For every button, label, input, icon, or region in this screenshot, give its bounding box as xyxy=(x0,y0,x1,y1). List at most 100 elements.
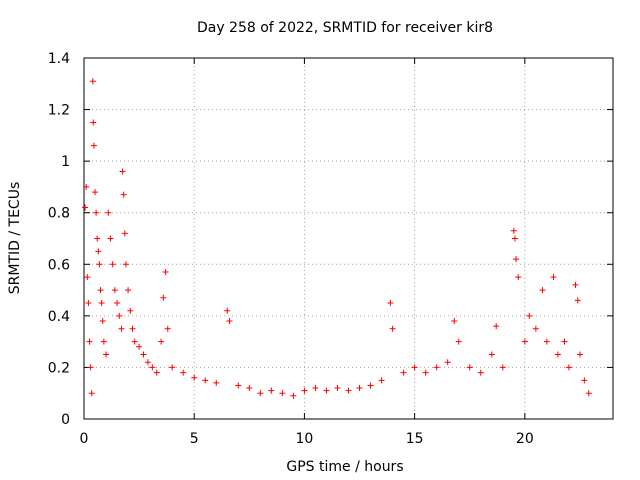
data-point xyxy=(162,269,169,276)
data-point xyxy=(153,369,160,376)
data-point xyxy=(109,261,116,268)
data-point xyxy=(121,230,128,237)
data-point xyxy=(114,299,121,306)
data-point xyxy=(136,343,143,350)
data-point xyxy=(511,235,518,242)
data-point xyxy=(84,274,91,281)
data-point xyxy=(268,387,275,394)
y-tick-label: 0.6 xyxy=(48,257,70,273)
data-point xyxy=(378,377,385,384)
data-point xyxy=(191,374,198,381)
data-point xyxy=(532,325,539,332)
data-point xyxy=(93,209,100,216)
data-point xyxy=(100,338,107,345)
data-point xyxy=(131,338,138,345)
data-point xyxy=(515,274,522,281)
data-point xyxy=(581,377,588,384)
data-point xyxy=(323,387,330,394)
data-point xyxy=(94,235,101,242)
data-point xyxy=(103,351,110,358)
y-tick-label: 0.4 xyxy=(48,309,70,325)
grid xyxy=(84,58,613,419)
data-point xyxy=(158,338,165,345)
data-point xyxy=(160,294,167,301)
data-point xyxy=(387,299,394,306)
data-point xyxy=(87,364,94,371)
data-point xyxy=(97,287,104,294)
data-point xyxy=(576,351,583,358)
y-tick-label: 1 xyxy=(61,154,70,170)
data-point xyxy=(572,281,579,288)
data-point xyxy=(88,390,95,397)
data-point xyxy=(521,338,528,345)
data-point xyxy=(164,325,171,332)
data-point xyxy=(92,189,99,196)
data-point xyxy=(99,318,106,325)
data-point xyxy=(433,364,440,371)
x-tick-label: 15 xyxy=(406,431,424,447)
x-tick-label: 0 xyxy=(80,431,89,447)
data-point xyxy=(95,248,102,255)
data-point xyxy=(83,183,90,190)
data-point xyxy=(111,287,118,294)
x-tick-label: 20 xyxy=(516,431,534,447)
y-tick-label: 0.2 xyxy=(48,360,70,376)
data-point xyxy=(149,364,156,371)
data-point xyxy=(98,299,105,306)
data-point xyxy=(279,390,286,397)
data-point xyxy=(86,338,93,345)
ticks: 0 0.2 0.4 0.6 0.8 1 1.2 1.4 0 5 10 15 20 xyxy=(48,51,613,447)
data-point xyxy=(140,351,147,358)
data-point xyxy=(213,379,220,386)
data-point xyxy=(356,385,363,392)
data-point xyxy=(202,377,209,384)
data-point xyxy=(561,338,568,345)
data-point xyxy=(312,385,319,392)
data-point xyxy=(169,364,176,371)
data-point xyxy=(122,261,129,268)
data-point xyxy=(488,351,495,358)
data-point xyxy=(125,287,132,294)
series-srmtid xyxy=(82,78,592,399)
data-point xyxy=(411,364,418,371)
plot-frame xyxy=(83,57,614,420)
data-point xyxy=(466,364,473,371)
data-point xyxy=(400,369,407,376)
y-tick-label: 1.2 xyxy=(48,103,70,119)
data-point xyxy=(116,312,123,319)
data-point xyxy=(477,369,484,376)
data-point xyxy=(290,392,297,399)
data-point xyxy=(301,387,308,394)
data-point xyxy=(422,369,429,376)
data-point xyxy=(389,325,396,332)
data-point xyxy=(180,369,187,376)
data-point xyxy=(455,338,462,345)
x-tick-label: 5 xyxy=(190,431,199,447)
data-point xyxy=(345,387,352,394)
y-tick-label: 1.4 xyxy=(48,51,70,67)
data-point xyxy=(543,338,550,345)
data-point xyxy=(85,299,92,306)
data-point xyxy=(144,359,151,366)
data-point xyxy=(89,78,96,85)
data-point xyxy=(574,297,581,304)
data-point xyxy=(565,364,572,371)
data-point xyxy=(226,318,233,325)
data-point xyxy=(107,235,114,242)
data-point xyxy=(539,287,546,294)
data-point xyxy=(118,325,125,332)
data-point xyxy=(550,274,557,281)
chart-title: Day 258 of 2022, SRMTID for receiver kir… xyxy=(197,20,493,36)
data-point xyxy=(224,307,231,314)
data-point xyxy=(120,191,127,198)
data-point xyxy=(444,359,451,366)
data-point xyxy=(554,351,561,358)
data-point xyxy=(90,142,97,149)
y-tick-label: 0.8 xyxy=(48,206,70,222)
data-point xyxy=(235,382,242,389)
data-point xyxy=(82,204,89,211)
data-point xyxy=(585,390,592,397)
x-axis-label: GPS time / hours xyxy=(286,459,403,475)
